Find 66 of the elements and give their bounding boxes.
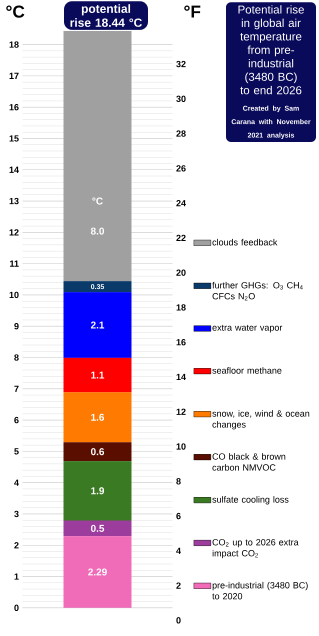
text: Potential rise in global air temperature from pre-industrial (3480 BC) to end 2026	[238, 5, 304, 94]
bar	[64, 358, 132, 392]
data-label: 1.9	[91, 487, 104, 494]
data-label: 0.6	[90, 448, 104, 456]
legend-label: sulfate cooling loss	[212, 496, 288, 504]
data-label: 0.5	[90, 524, 104, 532]
legend-label: pre-industrial (3480 BC) to 2020	[212, 582, 308, 600]
data-label: 1.1	[91, 372, 104, 378]
y2-tick-label: 32	[176, 60, 186, 68]
bar	[64, 536, 132, 608]
y-tick-label: 2	[14, 542, 19, 548]
data-label: 2.29	[88, 568, 107, 576]
y-tick-label: 7	[14, 386, 19, 392]
bar	[64, 392, 132, 442]
y2-tick-label: 26	[176, 165, 186, 172]
y-tick-label: 1	[14, 573, 19, 580]
bar	[64, 461, 132, 521]
y-tick-label: 14	[10, 166, 19, 173]
y2-tick-label: 30	[176, 96, 186, 102]
data-label: 8.0	[90, 228, 104, 235]
text: potential rise 18.44 °C	[70, 4, 142, 27]
y2-tick-label: 12	[176, 408, 186, 415]
y-tick-label: 16	[10, 104, 19, 110]
legend-label: CO black & brown carbon NMVOC	[212, 453, 286, 471]
y2-tick-label: 20	[176, 269, 186, 276]
y-tick-label: 4	[14, 480, 19, 486]
y2-tick-label: 22	[176, 234, 186, 242]
y-tick-label: 18	[10, 41, 19, 48]
y2-tick-label: 0	[176, 617, 181, 624]
y2-tick-label: 14	[176, 374, 186, 380]
bar	[64, 442, 132, 462]
legend-label: seafloor methane	[212, 367, 282, 374]
text: further GHGs: O$_{3}$ CH$_{4}$ CFCs N$_{2}$O	[212, 282, 303, 300]
y2-tick-label: 24	[176, 200, 186, 206]
y-tick-label: 0	[14, 604, 19, 612]
y-tick-label: 10	[10, 292, 19, 298]
y2-tick-label: 16	[176, 339, 186, 346]
bar	[64, 520, 132, 536]
data-label: 1.6	[91, 414, 104, 421]
legend-label: snow, ice, wind & ocean changes	[212, 410, 310, 430]
y2-tick-label: 6	[176, 512, 181, 520]
y2-tick-label: 18	[176, 304, 186, 311]
y-tick-label: 8	[14, 354, 19, 361]
y2-tick-label: 28	[176, 130, 186, 137]
y-axis-title: °C	[6, 6, 24, 18]
bar	[64, 292, 132, 358]
y-tick-label: 11	[10, 260, 19, 267]
y-tick-label: 12	[10, 229, 19, 236]
legend-label: extra water vapor	[212, 324, 282, 332]
y-tick-label: 3	[14, 510, 19, 518]
y2-axis-title: °F	[184, 6, 200, 18]
y-tick-label: 13	[10, 198, 19, 204]
y-tick-label: 9	[14, 323, 19, 330]
y2-tick-label: 10	[176, 443, 186, 450]
y2-tick-label: 4	[176, 548, 181, 554]
legend-label: clouds feedback	[212, 238, 278, 246]
y-tick-label: 17	[10, 72, 19, 79]
y2-tick-label: 2	[176, 582, 181, 589]
legend-label: CO$_{2}$ up to 2026 extra impact CO$_{2}$	[212, 539, 299, 558]
annotation: °C	[92, 198, 103, 205]
y-tick-label: 15	[10, 135, 19, 142]
bar	[64, 281, 132, 292]
y-tick-label: 6	[14, 416, 19, 424]
y2-tick-label: 8	[176, 478, 181, 484]
data-label: 2.1	[90, 321, 104, 328]
y-tick-label: 5	[14, 448, 19, 455]
